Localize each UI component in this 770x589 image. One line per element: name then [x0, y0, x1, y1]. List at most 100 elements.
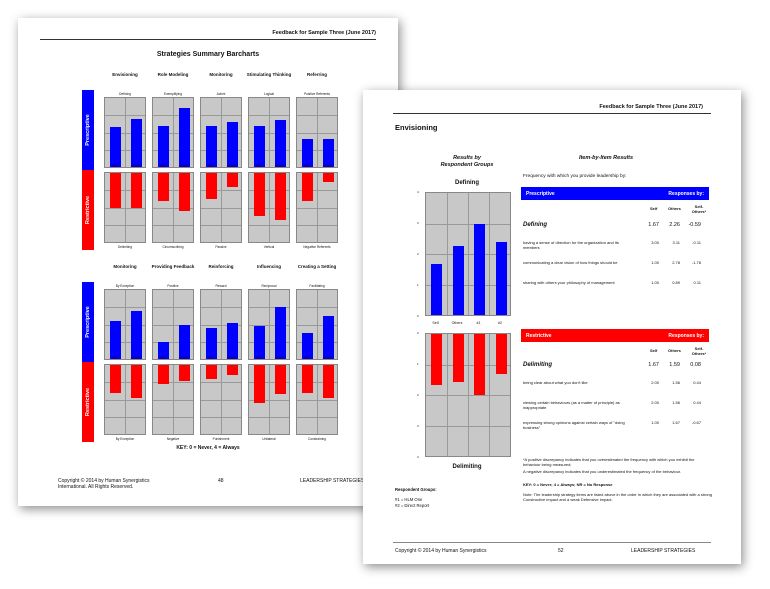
prescriptive-bar — [275, 307, 286, 359]
mini-chart-prescriptive — [152, 97, 194, 168]
prescriptive-bar — [158, 341, 169, 359]
mini-chart-prescriptive — [296, 289, 338, 360]
y-tick-label: 0 — [417, 331, 419, 335]
item-value: 0.44 — [693, 380, 701, 385]
footer-copyright: Copyright © 2014 by Human Synergistics — [58, 478, 150, 484]
mini-chart-prescriptive — [248, 289, 290, 360]
mini-chart-restrictive — [296, 364, 338, 435]
prescriptive-bar — [275, 120, 286, 167]
mini-x-label: Self — [303, 164, 310, 168]
item-value: 1.00 — [651, 420, 659, 425]
footer-rule — [393, 542, 711, 543]
prescriptive-band-label: Prescriptive — [85, 114, 91, 146]
discrepancy-note: *A positive discrepancy indicates that y… — [523, 457, 695, 467]
mini-x-label: Others — [322, 356, 333, 360]
mini-x-label: Others — [178, 356, 189, 360]
prescriptive-bar — [206, 125, 217, 167]
gridline — [269, 98, 270, 167]
y-tick-label: 2 — [417, 393, 419, 397]
mini-chart-bottom-label: Punishment — [212, 437, 230, 441]
mini-chart-prescriptive — [200, 289, 242, 360]
mini-x-label: Others — [322, 164, 333, 168]
mini-chart-restrictive — [248, 172, 290, 243]
gridline — [447, 334, 448, 456]
mini-x-label: Others — [226, 164, 237, 168]
responses-by-label: Responses by: — [668, 332, 704, 339]
restrictive-band-label: Restrictive — [85, 387, 92, 417]
restrictive-band-label: Restrictive — [526, 332, 552, 339]
restrictive-bar — [254, 365, 265, 403]
mini-chart-top-label: Positive — [167, 284, 179, 288]
gridline — [447, 193, 448, 315]
gridline — [468, 193, 469, 315]
prescriptive-bar — [254, 125, 265, 167]
mini-x-label: Self — [303, 356, 310, 360]
mini-chart-top-label: Exemplifying — [163, 92, 183, 96]
prescriptive-bar — [323, 139, 334, 167]
gridline — [125, 365, 126, 434]
gridline — [125, 290, 126, 359]
restrictive-bar — [323, 365, 334, 398]
defining-bar — [474, 223, 485, 315]
mini-x-label: Self — [111, 164, 118, 168]
column-heading: Referring — [306, 72, 327, 77]
defining-bar — [495, 241, 507, 315]
x-tick-label: Self — [432, 321, 439, 325]
prescriptive-bar — [206, 327, 217, 359]
gridline — [489, 334, 490, 456]
mini-chart-bottom-label: By Exception — [115, 437, 135, 441]
item-value: 0.89 — [672, 280, 680, 285]
footer-copyright: Copyright © 2014 by Human Synergistics — [395, 548, 487, 554]
item-value: 2.00 — [651, 400, 659, 405]
restrictive-bar — [131, 365, 142, 398]
delimiting-bar — [452, 334, 464, 383]
chart-top-label: Defining — [455, 180, 479, 186]
mini-x-label: Others — [178, 164, 189, 168]
discrepancy-note-2: A negative discrepancy indicates that yo… — [523, 469, 682, 474]
item-value: 3.00 — [651, 240, 659, 245]
y-tick-label: 4 — [417, 455, 419, 459]
restrictive-bar — [179, 173, 190, 211]
restrictive-bar — [254, 173, 265, 217]
gridline — [468, 334, 469, 456]
mini-x-label: Self — [111, 356, 118, 360]
footer-rights: International. All Rights Reserved. — [58, 484, 134, 490]
prescriptive-bar — [302, 333, 313, 359]
x-tick-label: #1 — [476, 321, 481, 325]
mini-chart-bottom-label: Unilateral — [262, 437, 276, 441]
mini-chart-top-label: Facilitating — [309, 284, 325, 288]
page-title: Strategies Summary Barcharts — [156, 51, 260, 58]
category-value: 1.59 — [669, 362, 680, 368]
restrictive-bar — [227, 365, 238, 376]
gridline — [269, 290, 270, 359]
prescriptive-bar — [227, 122, 238, 167]
page-header: Feedback for Sample Three (June 2017) — [272, 30, 376, 36]
delimiting-bar — [431, 334, 442, 385]
gridline — [269, 365, 270, 434]
envisioning-page: Feedback for Sample Three (June 2017) En… — [363, 90, 741, 564]
mini-chart-restrictive — [200, 364, 242, 435]
delimiting-chart-area — [425, 333, 511, 457]
mini-chart-top-label: By Exception — [115, 284, 135, 288]
footer-section: LEADERSHIP STRATEGIES — [631, 548, 696, 554]
gridline — [125, 98, 126, 167]
defining-chart-area — [425, 192, 511, 316]
y-tick-label: 0 — [417, 314, 419, 318]
restrictive-bar — [302, 365, 313, 393]
header-rule — [40, 39, 376, 40]
delimiting-bar — [495, 334, 507, 374]
footer-section: LEADERSHIP STRATEGIES — [300, 478, 365, 484]
mini-x-label: Self — [159, 356, 166, 360]
header-rule — [393, 113, 711, 114]
mini-chart-bottom-label: Negative Referents — [303, 245, 331, 249]
column-heading: Influencing — [257, 264, 281, 269]
mini-chart-bottom-label: Vertical — [263, 245, 275, 249]
column-heading: Stimulating Thinking — [246, 72, 292, 77]
gridline — [221, 173, 222, 242]
order-note: Note: The leadership strategy items are … — [523, 492, 712, 502]
restrictive-bar — [179, 365, 190, 381]
gridline — [317, 365, 318, 434]
mini-x-label: Self — [159, 164, 166, 168]
restrictive-bar — [158, 173, 169, 201]
category-value: 1.67 — [648, 362, 659, 368]
